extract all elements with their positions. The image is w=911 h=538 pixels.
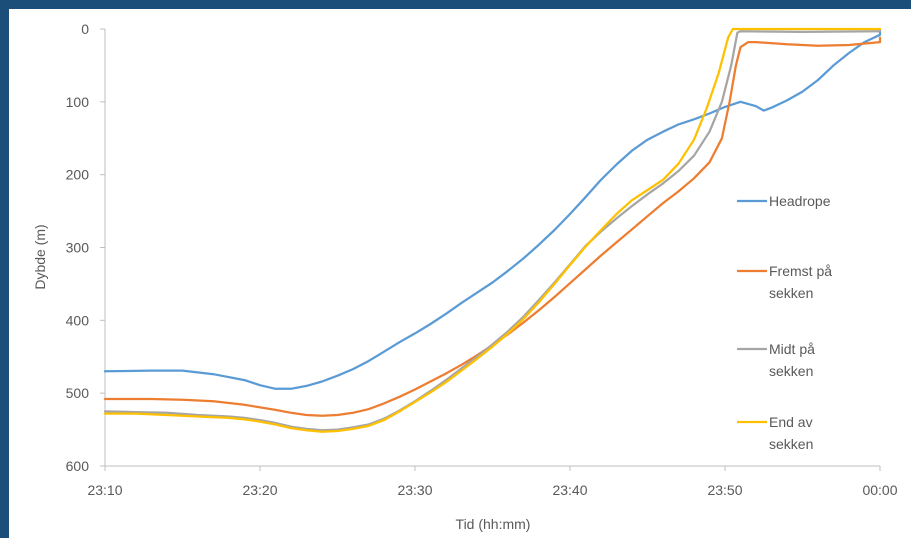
legend-label-3: sekken bbox=[769, 363, 813, 379]
legend-label-4: End av bbox=[769, 414, 813, 430]
legend-label-3: Midt på bbox=[769, 341, 815, 357]
legend-label-1: Headrope bbox=[769, 193, 831, 209]
y-tick-label: 300 bbox=[66, 240, 90, 256]
y-tick-label: 200 bbox=[66, 167, 90, 183]
series-line-3 bbox=[103, 30, 882, 432]
y-tick-label: 600 bbox=[66, 458, 90, 474]
legend-label-4: sekken bbox=[769, 436, 813, 452]
x-tick-label: 00:00 bbox=[862, 482, 897, 498]
legend-label-2: sekken bbox=[769, 285, 813, 301]
series-line-1 bbox=[103, 28, 882, 390]
x-tick-label: 23:10 bbox=[87, 482, 122, 498]
depth-line-chart: 0 100 200 300 400 500 600 23:10 23:20 23:30 23:40 2… bbox=[32, 21, 898, 532]
x-axis-title: Tid (hh:mm) bbox=[456, 516, 531, 532]
legend: Headrope Fremst på sekken Midt på sekken End … bbox=[737, 193, 832, 452]
y-tick-label: 0 bbox=[81, 21, 89, 37]
x-tick-label: 23:30 bbox=[397, 482, 432, 498]
axes-layer: 0 100 200 300 400 500 600 23:10 23:20 23:30 23:40 2… bbox=[66, 21, 898, 498]
x-tick-label: 23:20 bbox=[242, 482, 277, 498]
y-tick-label: 100 bbox=[66, 94, 90, 110]
x-tick-label: 23:50 bbox=[707, 482, 742, 498]
series-line-4 bbox=[103, 27, 882, 433]
x-tick-label: 23:40 bbox=[552, 482, 587, 498]
series-line-2 bbox=[103, 36, 882, 417]
y-tick-label: 400 bbox=[66, 312, 90, 328]
y-axis-title: Dybde (m) bbox=[32, 224, 48, 289]
y-tick-label: 500 bbox=[66, 385, 90, 401]
series-layer bbox=[103, 27, 882, 433]
chart-frame: 0 100 200 300 400 500 600 23:10 23:20 23:30 23:40 2… bbox=[9, 9, 911, 538]
legend-label-2: Fremst på bbox=[769, 263, 832, 279]
